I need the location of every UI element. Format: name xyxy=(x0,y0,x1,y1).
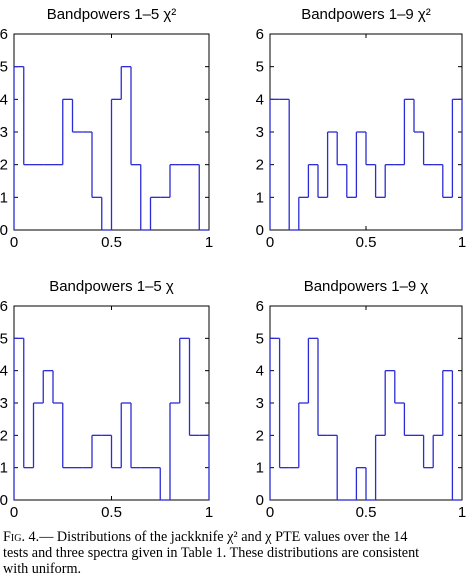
y-tick-label: 5 xyxy=(256,330,264,347)
y-tick-label: 4 xyxy=(256,363,264,380)
y-tick-label: 4 xyxy=(0,363,8,380)
y-tick-label: 3 xyxy=(0,124,8,141)
y-tick-label: 5 xyxy=(0,330,8,347)
y-tick-label: 2 xyxy=(256,157,264,174)
x-tick-label: 1 xyxy=(458,234,466,251)
y-tick-label: 2 xyxy=(0,427,8,444)
caption-line-1: Fig. 4.— Distributions of the jackknife … xyxy=(3,529,471,545)
y-tick-label: 0 xyxy=(0,492,8,509)
chart-panel-1: 0 1 2 3 4 5 6 0 0.5 1 Bandpowers 1–5 χ² xyxy=(0,6,213,251)
y-tick-label: 3 xyxy=(256,124,264,141)
y-tick-label: 2 xyxy=(256,427,264,444)
y-tick-label: 6 xyxy=(256,26,264,43)
y-tick-label: 5 xyxy=(0,59,8,76)
x-tick-label: 0.5 xyxy=(101,234,122,251)
y-tick-label: 6 xyxy=(0,26,8,43)
y-tick-label: 1 xyxy=(256,189,264,206)
x-tick-label: 1 xyxy=(205,234,213,251)
y-tick-label: 1 xyxy=(0,460,8,477)
x-tick-label: 0.5 xyxy=(356,504,377,521)
x-tick-label: 0 xyxy=(266,504,274,521)
chart-panel-2: 0 1 2 3 4 5 6 0 0.5 1 Bandpowers 1–9 χ² xyxy=(256,6,467,251)
y-tick-label: 2 xyxy=(0,157,8,174)
y-tick-label: 3 xyxy=(0,395,8,412)
y-tick-label: 1 xyxy=(0,189,8,206)
x-tick-label: 1 xyxy=(458,504,466,521)
chart-title: Bandpowers 1–5 χ xyxy=(49,278,174,295)
y-tick-label: 4 xyxy=(256,91,264,108)
figure-caption: Fig. 4.— Distributions of the jackknife … xyxy=(3,529,471,577)
y-tick-label: 6 xyxy=(0,298,8,315)
x-tick-label: 0.5 xyxy=(101,504,122,521)
chart-panel-4: 0 1 2 3 4 5 6 0 0.5 1 Bandpowers 1–9 χ xyxy=(256,278,467,521)
y-tick-label: 0 xyxy=(256,222,264,239)
caption-line-3: with uniform. xyxy=(3,561,82,577)
y-tick-label: 3 xyxy=(256,395,264,412)
x-tick-label: 0 xyxy=(10,504,18,521)
y-tick-label: 0 xyxy=(0,222,8,239)
y-tick-label: 6 xyxy=(256,298,264,315)
chart-panel-3: 0 1 2 3 4 5 6 0 0.5 1 Bandpowers 1–5 χ xyxy=(0,278,213,521)
caption-label: Fig. 4. xyxy=(3,529,40,545)
caption-text-1: — Distributions of the jackknife χ² and … xyxy=(39,529,408,545)
x-tick-label: 0 xyxy=(10,234,18,251)
x-tick-label: 1 xyxy=(205,504,213,521)
x-tick-label: 0.5 xyxy=(356,234,377,251)
y-tick-label: 0 xyxy=(256,492,264,509)
chart-title: Bandpowers 1–9 χ xyxy=(304,278,429,295)
caption-line-2: tests and three spectra given in Table 1… xyxy=(3,545,420,561)
y-tick-label: 5 xyxy=(256,59,264,76)
x-tick-label: 0 xyxy=(266,234,274,251)
figure: 0 1 2 3 4 5 6 0 0.5 1 Bandpowers 1–5 χ² 0 1 2 3 4 5 6 0 0.5… xyxy=(0,6,467,521)
chart-title: Bandpowers 1–9 χ² xyxy=(301,6,431,23)
y-tick-label: 4 xyxy=(0,91,8,108)
chart-title: Bandpowers 1–5 χ² xyxy=(47,6,177,23)
y-tick-label: 1 xyxy=(256,460,264,477)
